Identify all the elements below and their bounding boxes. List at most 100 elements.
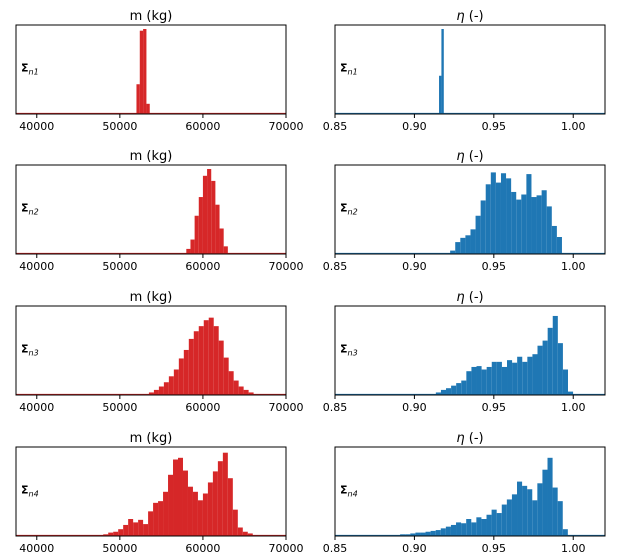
histogram-bar [113,531,119,536]
histogram-bar [430,530,436,536]
histogram-bar [203,320,209,395]
histogram-bar [238,386,244,395]
histogram-bar [439,75,442,114]
histogram-bar [481,519,487,536]
histogram-bar [425,531,431,536]
histogram-bar [410,533,416,536]
histogram-bar [193,331,199,395]
histogram-bar [547,457,553,536]
row-label: Σn1 [21,62,39,77]
histogram-m-row4: 40000 50000 60000 70000 m (kg) Σn4 [15,431,304,555]
histogram-bar [496,513,502,536]
histogram-bar [476,366,482,395]
histogram-eta-row2: 0.85 0.90 0.95 1.00 η (-) Σn2 [323,149,606,273]
x-tick-label: 50000 [102,401,137,414]
x-tick-label: 1.00 [561,401,586,414]
row-label-symbol: Σ [340,343,348,356]
histogram-bar [153,502,159,536]
histogram-bar [450,250,456,254]
histogram-bar [521,194,527,254]
histogram-bar [567,391,574,395]
histogram-bar [537,345,543,395]
histogram-bar [183,349,189,395]
histogram-bar [491,361,497,395]
x-tick-label: 70000 [269,542,304,555]
row-label-subscript: n3 [348,349,358,358]
histogram-bar [178,457,183,536]
histogram-bar [219,228,224,254]
histogram-bar [496,361,502,395]
histogram-bar [158,501,164,536]
histogram-bar [218,340,224,395]
histogram-bar [526,174,532,254]
histogram-bar [440,528,446,536]
row-label-subscript: n2 [348,208,358,217]
histogram-bar [537,483,543,536]
histogram-bar [228,371,234,395]
histogram-bar [501,366,508,395]
histogram-bar [148,392,154,395]
histogram-bar [480,200,486,254]
histogram-bar [435,392,441,395]
title-unit: (-) [465,431,484,446]
histogram-bar [470,229,476,254]
x-tick-label: 70000 [269,260,304,273]
histogram-bar [556,237,562,254]
histogram-bar [158,386,164,395]
histogram-bar [215,204,220,254]
histogram-bar [143,29,147,114]
histogram-bar [400,534,406,536]
histogram-bar [153,389,159,395]
histogram-bar [213,326,219,395]
histogram-bar [247,533,253,536]
row-label-symbol: Σ [340,202,348,215]
histogram-bar [485,184,491,254]
histogram-bar [163,491,169,536]
histogram-bar [163,382,169,395]
histogram-bar [465,235,471,254]
histogram-bar [450,524,457,536]
x-tick-label: 0.90 [402,260,427,273]
histogram-bar [475,215,481,254]
title-symbol: η [456,149,464,164]
histogram-bar [182,470,188,536]
plot-frame [334,305,606,396]
histogram-bar [202,175,208,254]
subplot-title: η (-) [456,9,483,24]
histogram-bar [405,534,411,536]
plot-frame [15,446,287,537]
x-tick-label: 60000 [185,542,220,555]
histogram-bar [491,509,497,536]
row-label: Σn2 [340,202,358,217]
histogram-bar [461,523,467,536]
histogram-bar [146,103,150,114]
x-tick-label: 60000 [185,260,220,273]
histogram-bar [507,360,513,395]
histogram-bar [495,182,501,254]
row-label: Σn4 [21,484,39,499]
x-tick-label: 40000 [19,542,54,555]
histogram-bar [198,197,203,254]
histogram-bar [562,369,568,395]
x-tick-label: 50000 [102,260,137,273]
x-tick-label: 50000 [102,120,137,133]
histogram-m-row1: 40000 50000 60000 70000 m (kg) Σn1 [15,9,304,133]
x-tick-label: 0.85 [323,401,348,414]
histogram-bar [506,499,512,536]
histogram-bar [471,366,477,395]
histogram-bar [237,527,243,536]
title-unit: (-) [465,149,484,164]
title-unit: (-) [465,9,484,24]
plot-frame [15,24,287,115]
row-label-symbol: Σ [21,202,29,215]
histogram-bar [481,369,487,395]
subplot-title: η (-) [456,290,483,305]
histogram-bar [178,358,184,395]
row-label: Σn4 [340,484,358,499]
histogram-bar [441,29,444,114]
histogram-eta-row1: 0.85 0.90 0.95 1.00 η (-) Σn1 [323,9,606,133]
histogram-bar [552,315,558,395]
histogram-bar [460,237,466,254]
histogram-eta-row3: 0.85 0.90 0.95 1.00 η (-) Σn3 [323,290,606,414]
histogram-bar [486,366,492,395]
